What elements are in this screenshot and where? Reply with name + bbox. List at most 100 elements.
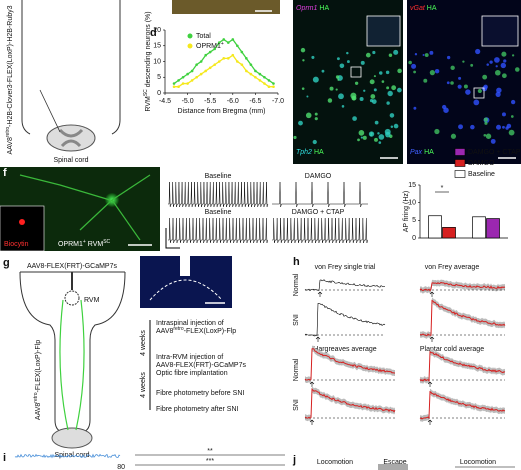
- cell-dot: [462, 60, 465, 63]
- point: [190, 79, 194, 82]
- cell-dot: [393, 123, 399, 129]
- j-title: Locomotion: [317, 459, 353, 466]
- h-title: von Frey single trial: [315, 264, 376, 271]
- cell-dot: [300, 47, 306, 53]
- tick-label: 80: [117, 464, 125, 470]
- significance: **: [207, 448, 213, 455]
- cell-dot: [450, 65, 455, 70]
- step: Fibre photometry after SNI: [156, 406, 239, 413]
- cell-dot: [489, 60, 493, 64]
- label-part: SC: [143, 89, 149, 96]
- cell-dot: [434, 68, 440, 74]
- panel-letter: d: [150, 27, 157, 39]
- panel-letter: g: [3, 257, 10, 269]
- y-axis-label: RVMSC descending neurons (%): [143, 11, 152, 111]
- cell-dot: [486, 63, 489, 66]
- cell-dot: [424, 53, 429, 57]
- cell-dot: [390, 125, 394, 128]
- sem-band: [420, 297, 505, 339]
- rvm-label: RVM: [84, 297, 100, 304]
- cell-dot: [458, 76, 462, 80]
- cell-dot: [496, 124, 502, 130]
- rvm-circle: [64, 290, 80, 306]
- cell-dot: [327, 98, 333, 103]
- y-tick-label: 20: [153, 27, 161, 34]
- trace-label: DAMGO: [305, 173, 332, 180]
- point: [226, 41, 230, 44]
- cell-dot: [477, 88, 482, 94]
- ap-trace: [168, 181, 269, 208]
- x-tick-label: -5.5: [204, 98, 216, 105]
- h-title: Plantar cold average: [420, 346, 484, 353]
- cell-dot: [298, 120, 303, 126]
- cell-dot: [362, 135, 367, 140]
- step: AAV8retro-FLEX(LoxP)-Flp: [156, 326, 236, 335]
- cell-dot: [371, 99, 377, 104]
- cell-dot: [501, 112, 506, 117]
- stim-arrow: [427, 381, 433, 387]
- step: Fibre photometry before SNI: [156, 390, 244, 397]
- cell-dot: [413, 70, 416, 74]
- cell-dot: [339, 63, 345, 69]
- cell-dot: [502, 125, 505, 129]
- point: [208, 50, 212, 54]
- panel-letter: h: [293, 256, 300, 268]
- cell-dot: [508, 129, 515, 136]
- cell-dot: [470, 63, 474, 67]
- cell-dot: [312, 76, 319, 83]
- panel-letter: i: [3, 452, 6, 464]
- point: [231, 53, 235, 57]
- cell-dot: [373, 88, 377, 92]
- y-tick-label: 15: [153, 43, 161, 50]
- section-image: [172, 0, 280, 14]
- cell-dot: [446, 55, 451, 60]
- cell-dot: [350, 92, 357, 99]
- projections: [59, 299, 85, 431]
- legend-marker: [187, 33, 193, 39]
- point: [240, 50, 244, 54]
- row-label: Normal: [293, 273, 300, 296]
- point: [204, 69, 207, 73]
- trace: [304, 303, 386, 337]
- point: [236, 44, 239, 48]
- cell-dot: [501, 73, 507, 79]
- point: [272, 85, 275, 88]
- point: [186, 72, 189, 76]
- cell-dot: [335, 88, 338, 91]
- x-tick-label: -5.0: [182, 98, 194, 105]
- gray-matter: [58, 128, 84, 148]
- legend-name: OPRM1: [196, 43, 221, 50]
- bar: [472, 216, 486, 239]
- cell-dot: [411, 63, 417, 69]
- step: AAV8-FLEX(FRT)-GCaMP7s: [156, 362, 246, 369]
- point: [254, 69, 257, 73]
- trace: [419, 390, 506, 420]
- cell-dot: [346, 51, 349, 55]
- significance: ***: [206, 458, 214, 465]
- legend-marker: [187, 43, 193, 49]
- cell-dot: [482, 74, 488, 80]
- point: [204, 53, 207, 57]
- point: [240, 63, 244, 66]
- cell-dot: [429, 50, 434, 55]
- cell-dot: [388, 53, 393, 57]
- legend-label: Baseline: [468, 171, 495, 178]
- point: [249, 63, 253, 66]
- cell-dot: [397, 87, 402, 93]
- cell-dot: [385, 70, 390, 75]
- point: [208, 66, 212, 70]
- cell-dot: [408, 60, 412, 65]
- stim-arrow: [429, 336, 435, 342]
- cord-section: [46, 124, 96, 152]
- inset: [481, 15, 519, 47]
- cell-dot: [389, 113, 395, 118]
- y-tick-label: 0: [157, 90, 161, 97]
- cell-dot: [393, 49, 399, 55]
- point: [245, 69, 248, 73]
- stim-arrow: [317, 291, 323, 297]
- cell-dot: [495, 65, 498, 68]
- trace: [304, 348, 396, 381]
- j-title: Locomotion: [460, 459, 496, 466]
- biocytin-cell: [19, 219, 25, 225]
- cell-dot: [357, 138, 360, 142]
